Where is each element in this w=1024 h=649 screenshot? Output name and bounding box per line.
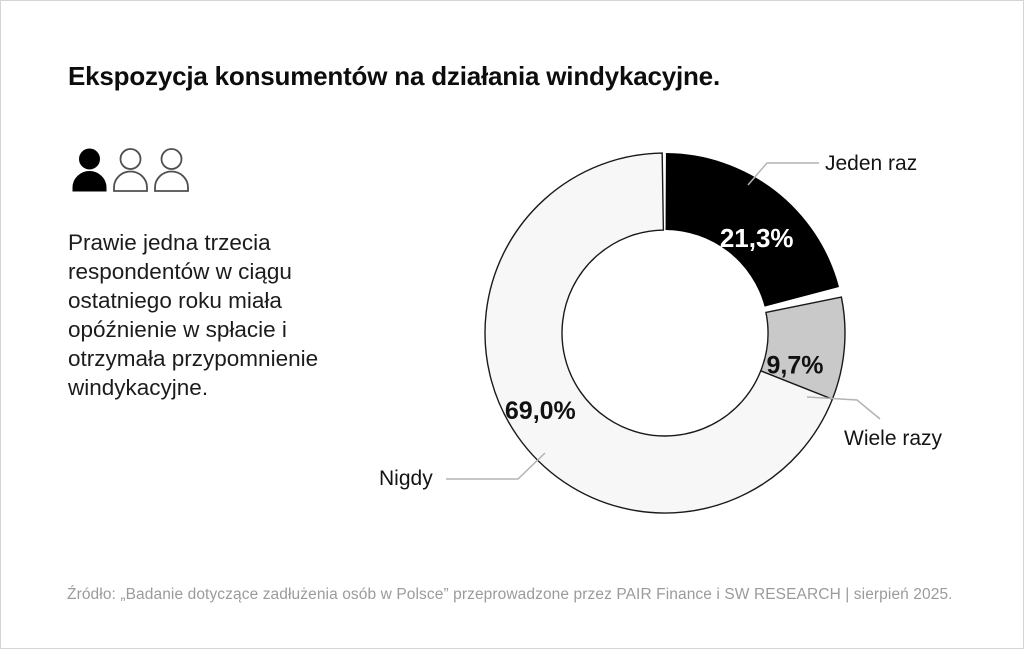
page-title: Ekspozycja konsumentów na działania wind… [68, 61, 720, 91]
callout-label-wiele-razy: Wiele razy [844, 427, 943, 450]
leader-line-wiele-razy [806, 396, 881, 420]
donut-value-wiele-razy: 9,7% [767, 351, 824, 379]
person-outline-icon [154, 148, 189, 192]
callout-label-jeden-raz: Jeden raz [825, 152, 918, 175]
description-text: Prawie jedna trzecia respondentów w ciąg… [68, 228, 318, 402]
donut-value-jeden-raz: 21,3% [720, 223, 794, 253]
source-text: Źródło: „Badanie dotyczące zadłużenia os… [67, 586, 953, 603]
people-icons-group [71, 148, 190, 192]
description-line: respondentów w ciągu [68, 259, 292, 284]
donut-slice-nigdy [484, 152, 834, 514]
donut-value-nigdy: 69,0% [505, 397, 576, 425]
description-line: opóźnienie w spłacie i [68, 317, 287, 342]
callout-label-nigdy: Nigdy [379, 467, 433, 490]
description-line: windykacyjne. [68, 375, 209, 400]
leader-line-nigdy [446, 452, 546, 480]
person-filled-icon [72, 148, 107, 192]
description-line: Prawie jedna trzecia [68, 230, 271, 255]
person-outline-icon [113, 148, 148, 192]
donut-slice-jeden-raz [665, 153, 840, 307]
description-line: ostatniego roku miała [68, 288, 282, 313]
leader-line-jeden-raz [747, 162, 819, 186]
description-line: otrzymała przypomnienie [68, 346, 319, 371]
